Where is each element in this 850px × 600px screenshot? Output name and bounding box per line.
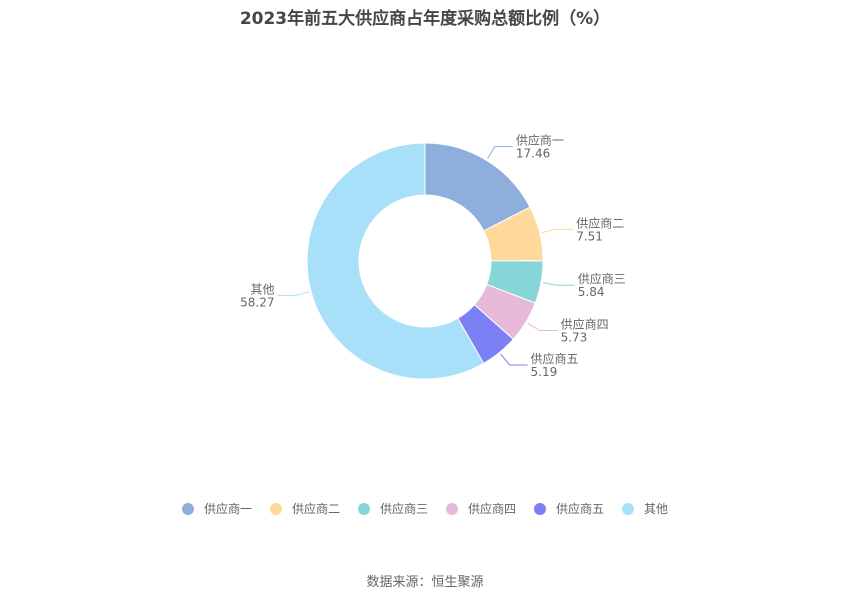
leader-line [487,146,513,159]
legend-label: 供应商四 [468,502,517,516]
legend-item-supplier-4[interactable]: 供应商四 [446,500,516,517]
legend-item-supplier-2[interactable]: 供应商二 [269,500,340,517]
slice-label-value: 5.19 [531,365,558,379]
legend-label: 供应商一 [203,502,252,516]
leader-line [527,322,558,331]
chart-title: 2023年前五大供应商占年度采购总额比例（%） [239,9,611,29]
slice-label-name: 供应商二 [576,215,624,230]
leader-line [541,228,574,234]
slice-label-name: 供应商三 [578,271,626,286]
legend-label: 供应商二 [291,502,340,516]
donut-slices [306,142,544,380]
legend-dot-icon [181,502,194,515]
slice-label-name: 供应商四 [561,316,609,331]
slice-label-name: 供应商一 [516,133,564,148]
data-source: 数据来源：恒生聚源 [366,575,484,590]
legend-label: 供应商五 [556,502,605,516]
leader-line [542,282,575,286]
slice-label-name: 供应商五 [531,351,579,366]
leader-line [500,353,528,366]
legend-dot-icon [534,502,547,515]
legend-item-others[interactable]: 其他 [622,500,668,517]
legend: 供应商一 供应商二 供应商三 供应商四 供应商五 其他 [0,500,850,517]
legend-label: 供应商三 [379,502,428,516]
donut-slice[interactable] [306,142,485,380]
legend-dot-icon [446,502,458,515]
legend-item-supplier-3[interactable]: 供应商三 [357,500,428,517]
slice-label-name: 其他 [250,282,274,296]
legend-dot-icon [622,502,635,515]
legend-item-supplier-1[interactable]: 供应商一 [181,500,252,517]
legend-label: 其他 [644,502,669,516]
leader-line [277,291,310,296]
legend-dot-icon [269,502,282,515]
slice-label-value: 5.73 [561,330,588,344]
slice-label-value: 7.51 [576,229,603,243]
legend-item-supplier-5[interactable]: 供应商五 [534,500,604,517]
slice-label-value: 58.27 [240,295,274,309]
slice-label-value: 17.46 [516,147,550,161]
legend-dot-icon [357,502,370,515]
slice-label-value: 5.84 [578,285,605,299]
